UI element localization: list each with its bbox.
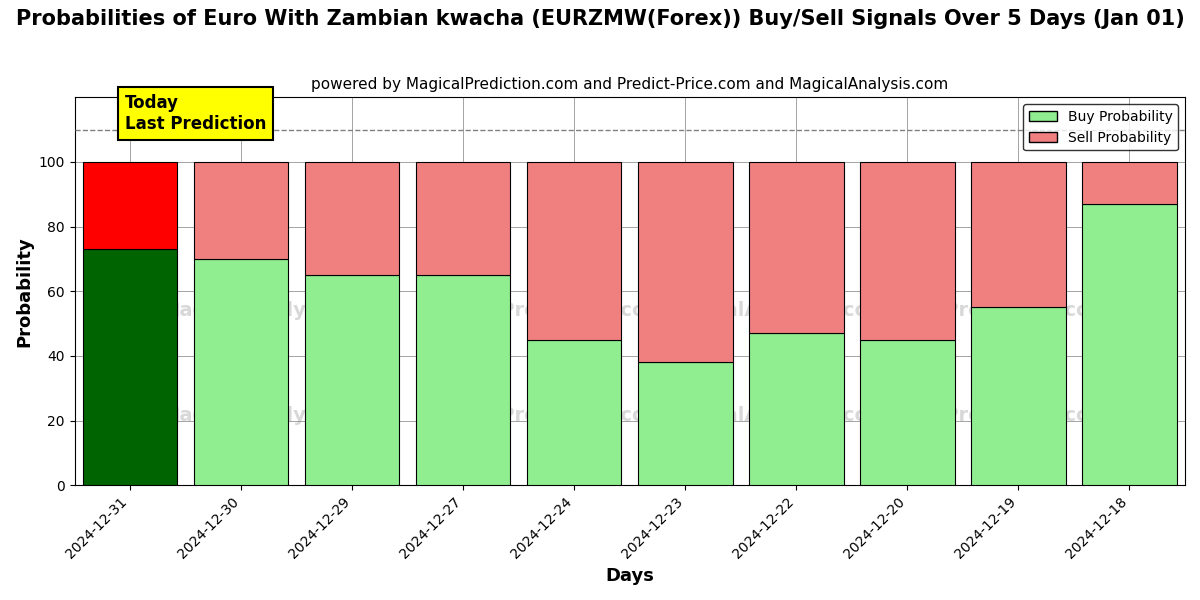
Legend: Buy Probability, Sell Probability: Buy Probability, Sell Probability (1024, 104, 1178, 151)
Bar (638, 362, 732, 485)
Bar (305, 162, 400, 275)
Bar (194, 259, 288, 485)
Bar (83, 162, 178, 249)
Bar (305, 275, 400, 485)
Bar (83, 249, 178, 485)
Bar (527, 162, 622, 340)
Bar (749, 162, 844, 333)
Bar (194, 162, 288, 259)
Bar (1082, 204, 1177, 485)
Text: MagicalPrediction.com: MagicalPrediction.com (860, 301, 1110, 320)
Bar (638, 162, 732, 362)
Title: powered by MagicalPrediction.com and Predict-Price.com and MagicalAnalysis.com: powered by MagicalPrediction.com and Pre… (311, 77, 948, 92)
Text: MagicalAnalysis.com: MagicalAnalysis.com (660, 301, 888, 320)
Bar (416, 275, 510, 485)
Text: MagicalPrediction.com: MagicalPrediction.com (416, 301, 666, 320)
Text: MagicalPrediction.com: MagicalPrediction.com (416, 406, 666, 425)
Bar (416, 162, 510, 275)
Bar (971, 307, 1066, 485)
Text: MagicalAnalysis.com: MagicalAnalysis.com (161, 301, 389, 320)
Text: MagicalAnalysis.com: MagicalAnalysis.com (161, 406, 389, 425)
Text: MagicalPrediction.com: MagicalPrediction.com (860, 406, 1110, 425)
Bar (527, 340, 622, 485)
Bar (971, 162, 1066, 307)
Bar (860, 340, 955, 485)
Text: MagicalAnalysis.com: MagicalAnalysis.com (660, 406, 888, 425)
Text: Today
Last Prediction: Today Last Prediction (125, 94, 266, 133)
X-axis label: Days: Days (605, 567, 654, 585)
Y-axis label: Probability: Probability (16, 236, 34, 347)
Bar (860, 162, 955, 340)
Bar (1082, 162, 1177, 204)
Text: Probabilities of Euro With Zambian kwacha (EURZMW(Forex)) Buy/Sell Signals Over : Probabilities of Euro With Zambian kwach… (16, 9, 1184, 29)
Bar (749, 333, 844, 485)
